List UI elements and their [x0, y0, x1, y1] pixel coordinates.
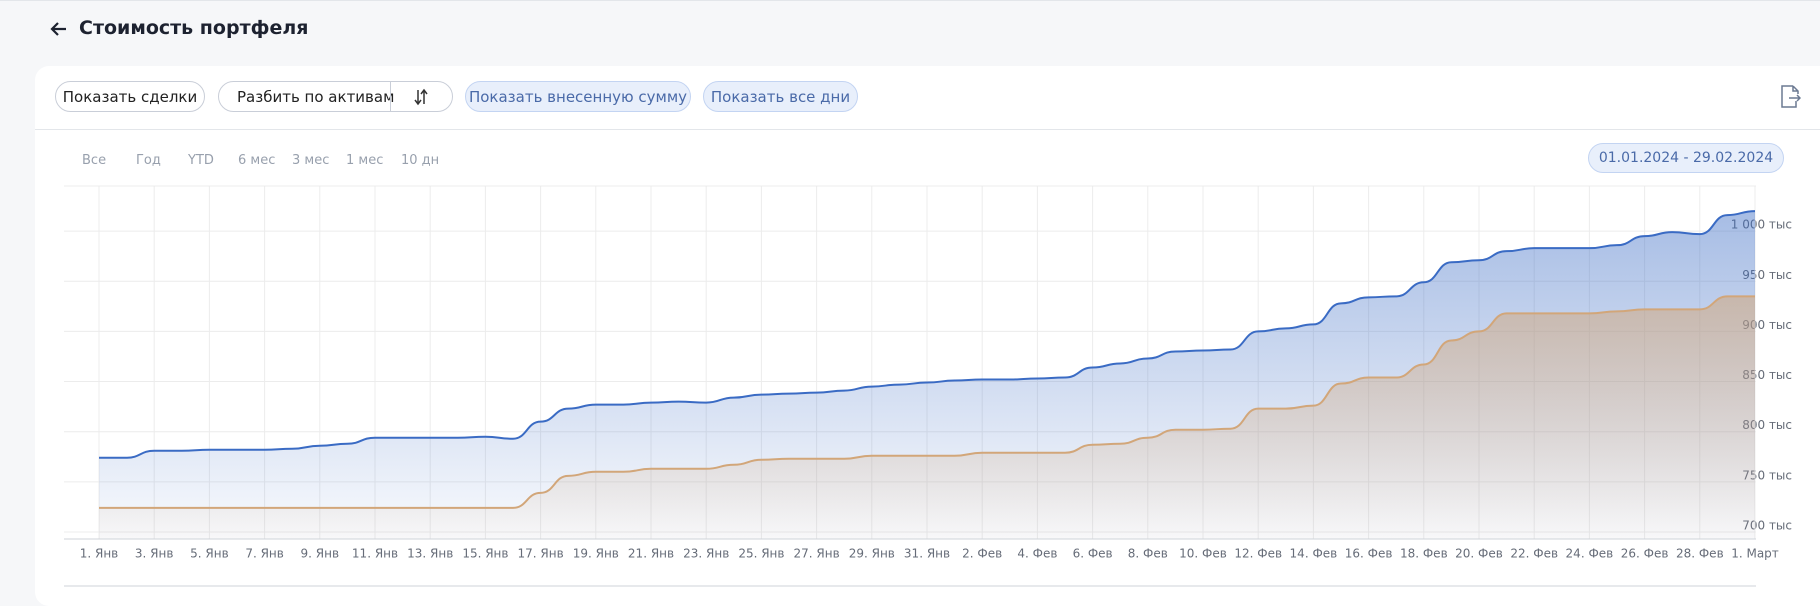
divider — [35, 129, 1820, 130]
page: Стоимость портфеля Показать сделки Разби… — [0, 0, 1820, 587]
x-tick-label: 7. Янв — [245, 547, 284, 561]
range-tab[interactable]: 10 дн — [401, 153, 440, 168]
range-tab[interactable]: Год — [136, 153, 161, 168]
x-tick-label: 3. Янв — [135, 547, 174, 561]
range-tab[interactable]: 1 мес — [346, 153, 384, 168]
button[interactable]: Разбить по активам — [218, 81, 453, 112]
x-tick-label: 26. Фев — [1621, 547, 1669, 561]
x-tick-label: 1. Янв — [80, 547, 119, 561]
x-tick-label: 1. Март — [1731, 547, 1779, 561]
x-tick-label: 20. Фев — [1455, 547, 1503, 561]
x-tick-label: 21. Янв — [628, 547, 674, 561]
button-label: Разбить по активам — [237, 87, 395, 106]
x-tick-label: 31. Янв — [904, 547, 950, 561]
page-title: Стоимость портфеля — [79, 17, 309, 39]
range-tab[interactable]: YTD — [188, 153, 214, 168]
x-tick-label: 16. Фев — [1345, 547, 1393, 561]
range-tab[interactable]: 6 мес — [238, 153, 276, 168]
x-tick-label: 24. Фев — [1566, 547, 1614, 561]
export-icon[interactable] — [1779, 85, 1801, 109]
x-tick-label: 25. Янв — [738, 547, 784, 561]
x-tick-label: 2. Фев — [962, 547, 1002, 561]
x-tick-label: 13. Янв — [407, 547, 453, 561]
x-tick-label: 23. Янв — [683, 547, 729, 561]
top-border — [0, 0, 1820, 1]
x-tick-label: 9. Янв — [301, 547, 340, 561]
x-tick-label: 19. Янв — [573, 547, 619, 561]
divider — [390, 81, 391, 112]
x-tick-label: 15. Янв — [462, 547, 508, 561]
x-tick-label: 29. Янв — [849, 547, 895, 561]
area — [99, 296, 1755, 539]
x-tick-label: 6. Фев — [1073, 547, 1113, 561]
x-tick-label: 12. Фев — [1234, 547, 1282, 561]
x-tick-label: 5. Янв — [190, 547, 229, 561]
range-tab[interactable]: Все — [82, 153, 107, 168]
date-range[interactable]: 01.01.2024 - 29.02.2024 — [1588, 143, 1784, 173]
x-tick-label: 8. Фев — [1128, 547, 1168, 561]
x-tick-label: 4. Фев — [1017, 547, 1057, 561]
line — [98, 210, 1756, 459]
x-tick-label: 10. Фев — [1179, 547, 1227, 561]
x-tick-label: 11. Янв — [352, 547, 398, 561]
toggle[interactable]: Показать все дни — [703, 81, 858, 112]
range-tab[interactable]: 3 мес — [292, 153, 330, 168]
x-tick-label: 14. Фев — [1290, 547, 1338, 561]
x-tick-label: 17. Янв — [518, 547, 564, 561]
x-tick-label: 18. Фев — [1400, 547, 1448, 561]
sort-icon[interactable] — [412, 88, 430, 106]
back-arrow[interactable] — [50, 20, 68, 38]
toggle[interactable]: Показать внесенную сумму — [465, 81, 691, 112]
x-tick-label: 22. Фев — [1510, 547, 1558, 561]
line — [98, 295, 1755, 509]
button[interactable]: Показать сделки — [55, 81, 205, 112]
x-tick-label: 27. Янв — [794, 547, 840, 561]
x-tick-label: 28. Фев — [1676, 547, 1724, 561]
